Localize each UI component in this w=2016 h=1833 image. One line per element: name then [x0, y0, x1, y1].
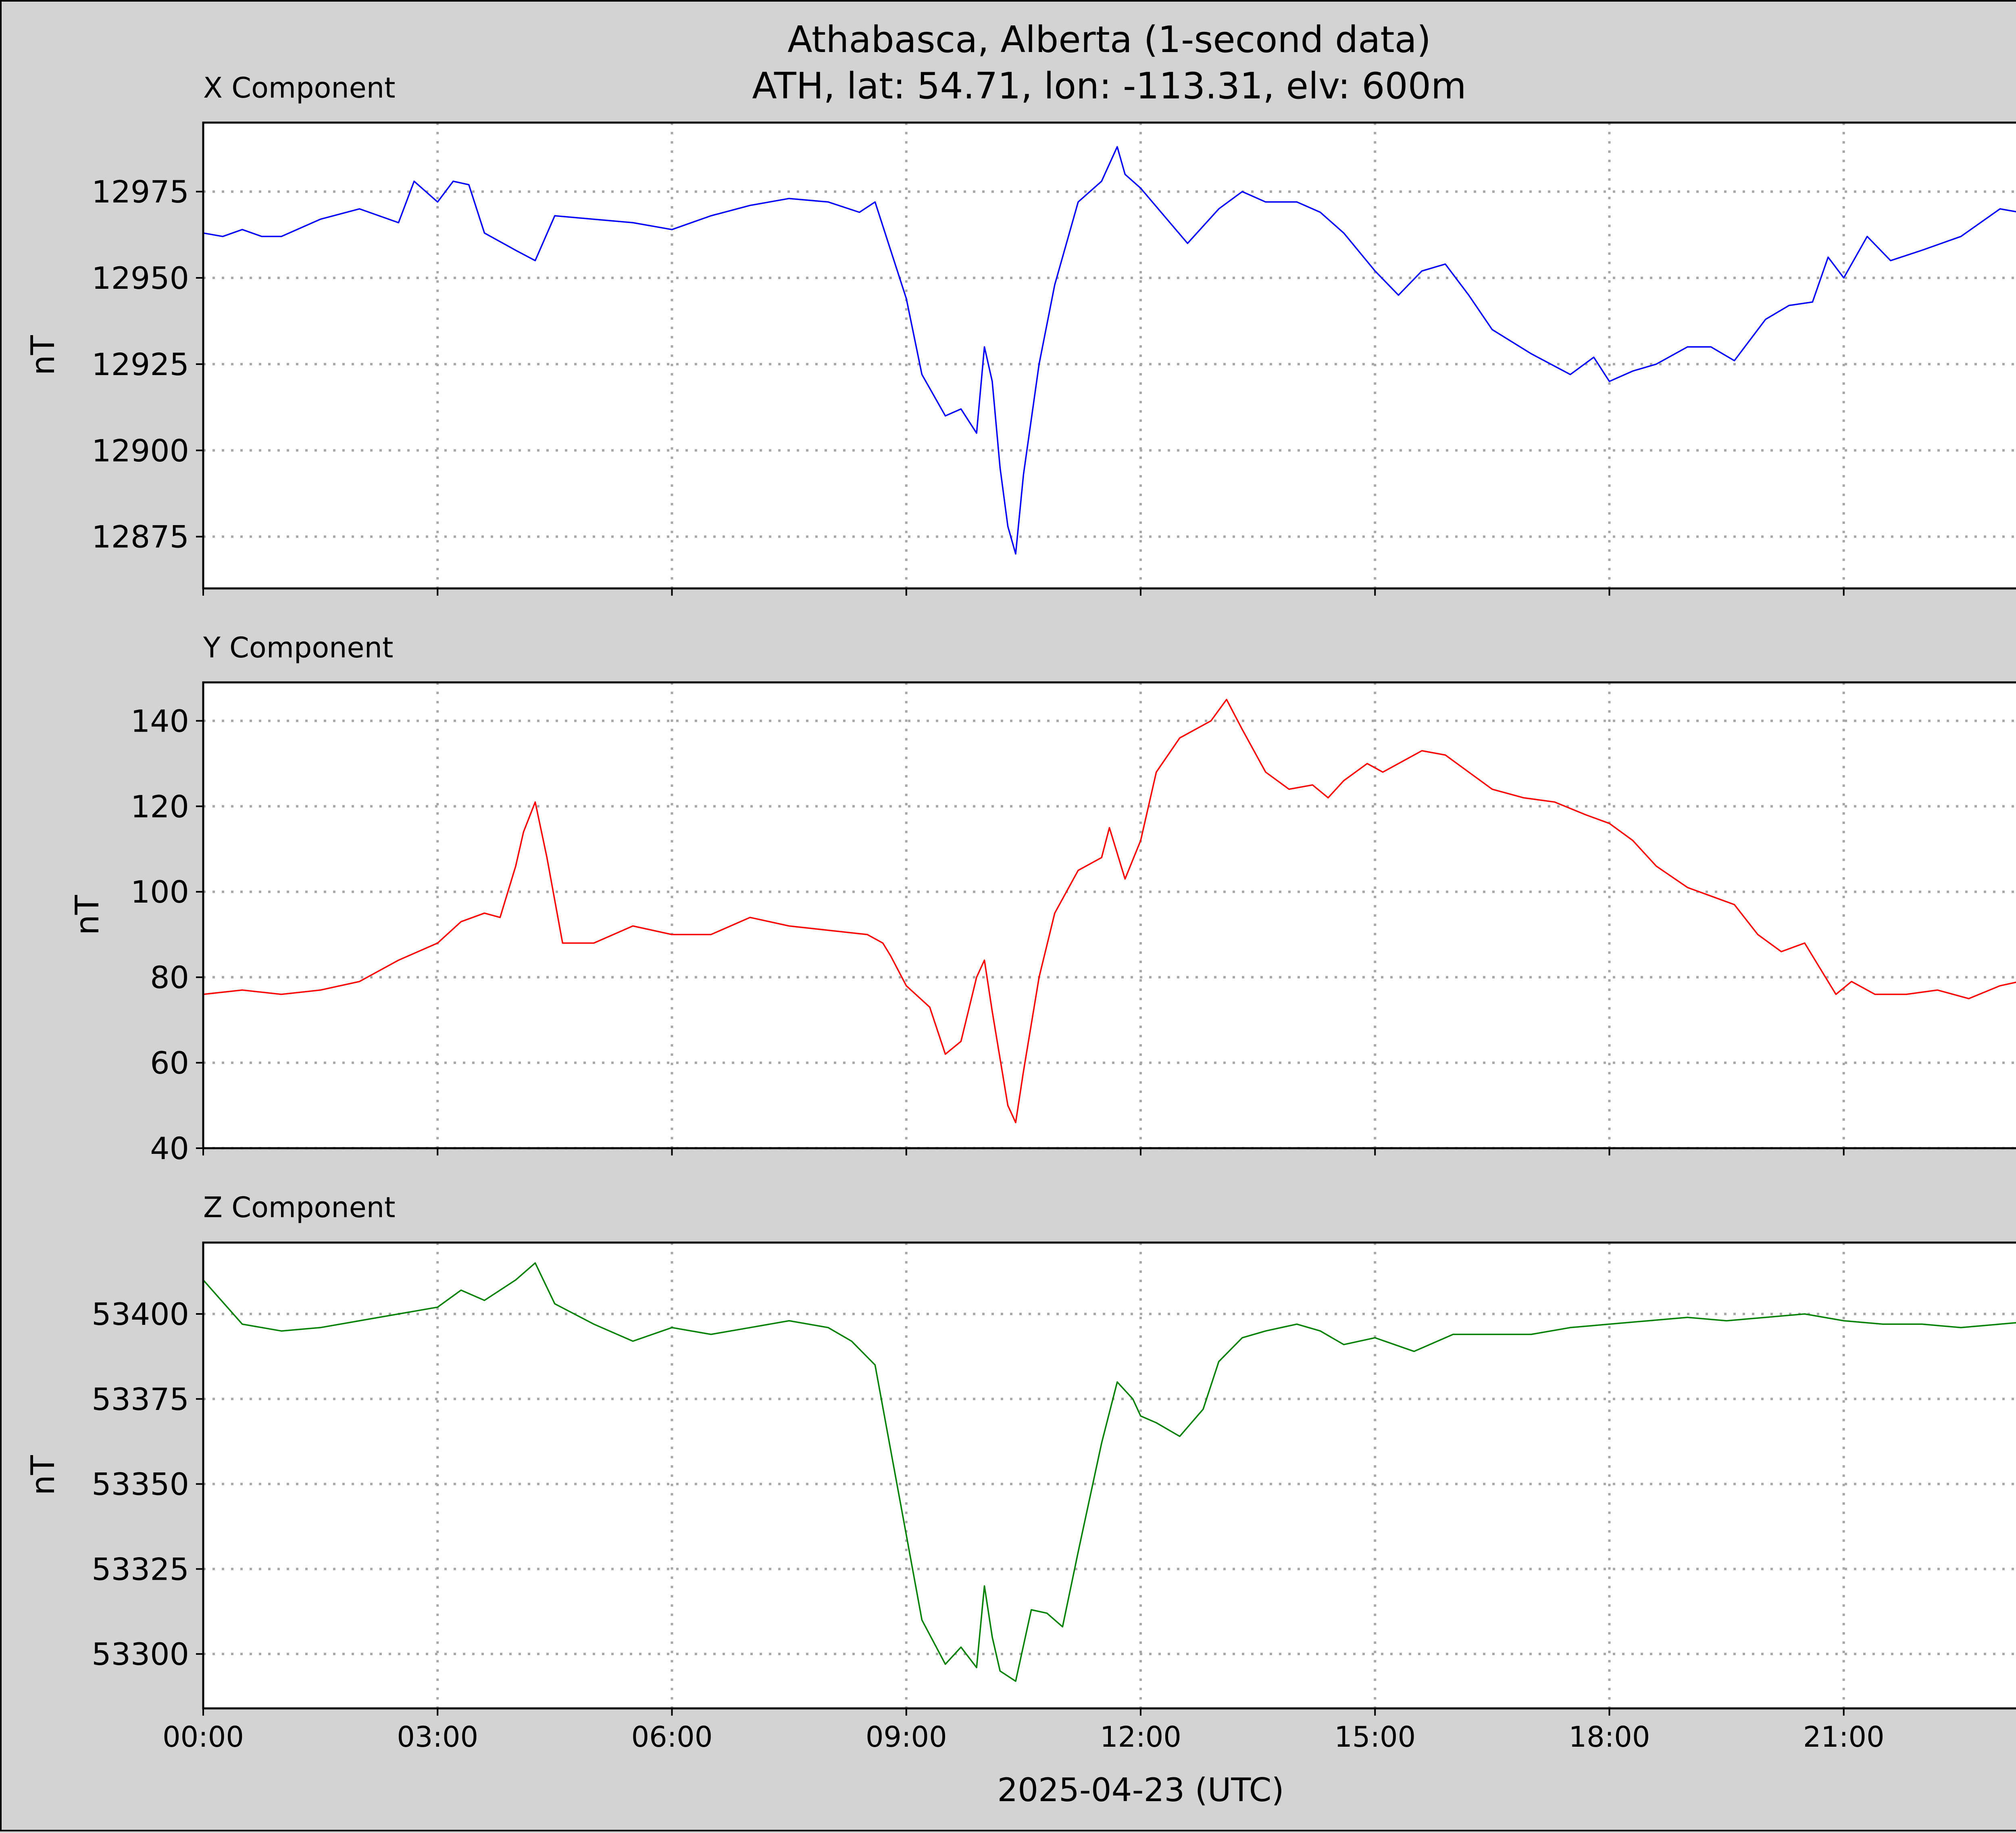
z-component-y-ticks: 53300 53325 53350 53375 53400 — [92, 1296, 203, 1672]
z-component-ylabel: nT — [24, 1455, 62, 1495]
y-tick-label: 120 — [131, 788, 189, 824]
y-component-y-ticks: 40 60 80 100 120 140 — [131, 703, 203, 1166]
y-component-ylabel: nT — [69, 895, 106, 935]
y-tick-label: 12900 — [92, 433, 189, 469]
y-tick-label: 53300 — [92, 1636, 189, 1672]
y-tick-label: 12925 — [92, 346, 189, 382]
z-component-title: Z Component — [203, 1191, 396, 1224]
y-component-x-ticks — [202, 1148, 1845, 1155]
x-component-x-ticks — [202, 588, 1845, 596]
z-component-frame — [202, 1241, 2016, 1710]
y-tick-label: 53350 — [92, 1466, 189, 1502]
y-tick-label: 60 — [150, 1045, 189, 1081]
z-component-x-ticks: 00:00 03:00 06:00 09:00 12:00 15:00 18:00 21:00 — [162, 1708, 1885, 1754]
y-component-title: Y Component — [203, 631, 393, 664]
x-tick-label: 06:00 — [631, 1720, 713, 1754]
x-component-frame — [202, 121, 2016, 590]
x-axis-label: 2025-04-23 (UTC) — [997, 1771, 1284, 1809]
y-component-plot-area — [203, 682, 2016, 1148]
x-component-panel: X Component 12875 12900 12925 12950 12975 nT — [24, 71, 2016, 596]
x-component-series-line — [203, 146, 2016, 555]
y-component-series-line — [203, 699, 2016, 1124]
y-component-panel: Y Component 40 60 80 100 120 140 nT — [69, 631, 2016, 1166]
x-tick-label: 03:00 — [397, 1720, 478, 1754]
y-component-frame — [202, 681, 2016, 1149]
x-tick-label: 15:00 — [1334, 1720, 1416, 1754]
z-component-series-line — [202, 1262, 2016, 1682]
x-tick-label: 00:00 — [162, 1720, 244, 1754]
x-tick-label: 09:00 — [866, 1720, 947, 1754]
y-tick-label: 53325 — [92, 1551, 189, 1587]
y-tick-label: 12975 — [92, 174, 189, 210]
x-component-title: X Component — [203, 71, 396, 104]
y-tick-label: 12875 — [92, 519, 189, 555]
y-tick-label: 100 — [131, 874, 189, 910]
y-tick-label: 12950 — [92, 260, 189, 296]
x-component-ylabel: nT — [24, 335, 62, 375]
y-tick-label: 53400 — [92, 1296, 189, 1332]
x-component-plot-area — [203, 123, 2016, 588]
x-component-grid — [203, 123, 2016, 588]
z-component-plot-area — [203, 1243, 2016, 1708]
y-tick-label: 140 — [131, 703, 189, 739]
z-component-grid — [203, 1243, 2016, 1708]
x-tick-label: 18:00 — [1569, 1720, 1650, 1754]
x-component-y-ticks: 12875 12900 12925 12950 12975 — [92, 174, 203, 555]
z-component-panel: Z Component 53300 53325 53350 53375 53400 00… — [24, 1191, 2016, 1754]
y-tick-label: 40 — [150, 1130, 189, 1166]
x-tick-label: 12:00 — [1100, 1720, 1181, 1754]
x-tick-label: 21:00 — [1803, 1720, 1885, 1754]
chart-subtitle: ATH, lat: 54.71, lon: -113.31, elv: 600m — [752, 65, 1466, 107]
y-tick-label: 53375 — [92, 1381, 189, 1417]
chart-title: Athabasca, Alberta (1-second data) — [787, 19, 1431, 61]
y-tick-label: 80 — [150, 959, 189, 995]
